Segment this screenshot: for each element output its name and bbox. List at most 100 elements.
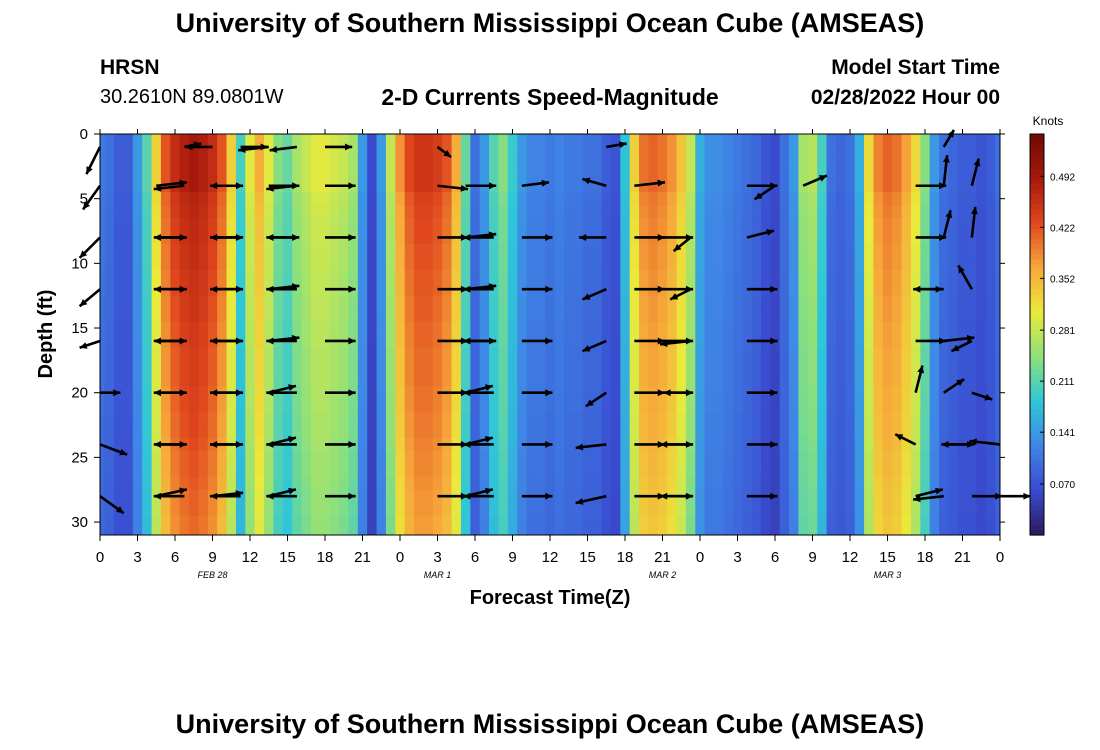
heatmap-cell: [760, 295, 771, 310]
current-vector: [325, 285, 356, 293]
heatmap-cell: [517, 166, 528, 180]
heatmap-cell: [142, 134, 153, 142]
colorbar-segment: [1030, 174, 1044, 180]
heatmap-cell: [939, 347, 950, 361]
heatmap-cell: [310, 282, 321, 297]
heatmap-cell: [114, 528, 125, 535]
heatmap-cell: [742, 463, 753, 478]
heatmap-cell: [207, 140, 218, 155]
heatmap-cell: [423, 373, 434, 387]
heatmap-cell: [826, 231, 837, 245]
heatmap-cell: [760, 269, 771, 284]
heatmap-cell: [732, 295, 743, 310]
heatmap-cell: [920, 269, 931, 284]
heatmap-cell: [460, 134, 471, 142]
heatmap-cell: [348, 153, 359, 167]
heatmap-cell: [385, 179, 396, 193]
heatmap-cell: [198, 166, 209, 180]
heatmap-cell: [564, 360, 575, 374]
heatmap-cell: [732, 218, 743, 232]
heatmap-cell: [292, 166, 303, 180]
heatmap-cell: [414, 231, 425, 245]
heatmap-cell: [198, 269, 209, 284]
heatmap-cell: [498, 334, 509, 349]
heatmap-cell: [470, 140, 481, 155]
heatmap-cell: [760, 528, 771, 535]
heatmap-cell: [460, 412, 471, 426]
heatmap-cell: [545, 347, 556, 361]
heatmap-cell: [873, 321, 884, 336]
heatmap-cell: [329, 502, 340, 517]
colorbar-segment: [1030, 479, 1044, 486]
heatmap-cell: [939, 321, 950, 336]
heatmap-cell: [414, 308, 425, 323]
heatmap-cell: [873, 295, 884, 310]
heatmap-cell: [564, 243, 575, 258]
heatmap-cell: [385, 153, 396, 167]
heatmap-cell: [714, 399, 725, 413]
heatmap-cell: [920, 437, 931, 452]
heatmap-cell: [807, 437, 818, 452]
heatmap-cell: [507, 140, 518, 155]
heatmap-cell: [376, 231, 387, 245]
heatmap-cell: [610, 153, 621, 167]
heatmap-cell: [920, 295, 931, 310]
heatmap-cell: [320, 153, 331, 167]
heatmap-cell: [170, 463, 181, 478]
heatmap-cell: [189, 192, 200, 206]
heatmap-cell: [676, 347, 687, 361]
heatmap-cell: [760, 205, 771, 219]
heatmap-cell: [610, 502, 621, 517]
current-vector: [915, 234, 947, 241]
heatmap-cell: [639, 179, 650, 193]
heatmap-cell: [592, 269, 603, 284]
heatmap-cell: [685, 192, 696, 206]
heatmap-cell: [826, 269, 837, 284]
heatmap-cell: [367, 360, 378, 374]
heatmap-cell: [779, 295, 790, 310]
heatmap-cell: [479, 412, 490, 426]
heatmap-cell: [526, 308, 537, 323]
heatmap-cell: [976, 528, 987, 535]
heatmap-cell: [170, 360, 181, 374]
heatmap-cell: [451, 373, 462, 387]
heatmap-cell: [423, 243, 434, 258]
heatmap-cell: [376, 528, 387, 535]
heatmap-cell: [100, 321, 106, 336]
heatmap-cell: [723, 269, 734, 284]
colorbar-tick-label: 0.422: [1050, 223, 1075, 234]
heatmap-cell: [892, 192, 903, 206]
heatmap-cell: [732, 321, 743, 336]
heatmap-cell: [854, 347, 865, 361]
heatmap-cell: [957, 399, 968, 413]
heatmap-cell: [873, 399, 884, 413]
heatmap-cell: [310, 256, 321, 271]
heatmap-cell: [601, 360, 612, 374]
heatmap-cell: [489, 269, 500, 284]
heatmap-cell: [273, 360, 284, 374]
heatmap-cell: [826, 412, 837, 426]
heatmap-cell: [142, 399, 153, 413]
heatmap-cell: [657, 140, 668, 155]
heatmap-cell: [357, 476, 368, 491]
heatmap-cell: [414, 489, 425, 504]
heatmap-cell: [929, 463, 940, 478]
heatmap-cell: [704, 205, 715, 219]
heatmap-cell: [676, 295, 687, 310]
heatmap-cell: [864, 360, 875, 374]
heatmap-cell: [554, 295, 565, 310]
heatmap-cell: [723, 256, 734, 271]
colorbar-segment: [1030, 339, 1044, 346]
heatmap-cell: [245, 476, 256, 491]
heatmap-cell: [264, 360, 275, 374]
current-vector: [78, 236, 101, 259]
heatmap-cell: [151, 360, 162, 374]
heatmap-cell: [132, 425, 143, 439]
heatmap-cell: [620, 528, 631, 535]
heatmap-cell: [676, 360, 687, 374]
heatmap-cell: [779, 205, 790, 219]
heatmap-cell: [920, 166, 931, 180]
heatmap-cell: [404, 425, 415, 439]
heatmap-cell: [395, 269, 406, 284]
heatmap-cell: [367, 347, 378, 361]
